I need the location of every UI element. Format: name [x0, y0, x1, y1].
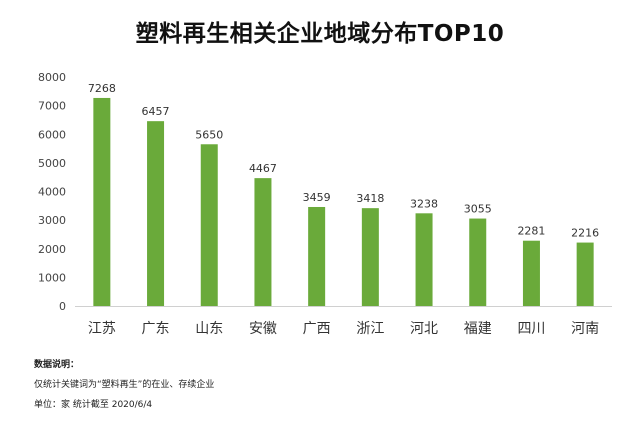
notes-heading: 数据说明：: [34, 360, 80, 370]
y-tick-label: 4000: [38, 186, 66, 199]
y-tick-label: 7000: [38, 100, 66, 113]
y-axis: 0 1000 2000 3000 4000 5000 6000 7000 8000: [38, 71, 66, 313]
data-label: 3459: [303, 191, 331, 204]
bar: [415, 213, 433, 306]
notes-line-2: 单位：家 统计截至 2020/6/4: [34, 400, 153, 410]
bar: [308, 206, 326, 306]
bar: [361, 208, 379, 306]
y-tick-label: 5000: [38, 157, 66, 170]
y-tick-label: 2000: [38, 243, 66, 256]
bar: [254, 178, 272, 306]
data-label: 6457: [142, 105, 170, 118]
data-label: 5650: [195, 128, 223, 141]
bar: [576, 242, 594, 306]
bars: 7268 6457 5650 4467 3459 3418 3238 3055 2281 2216: [88, 82, 599, 307]
x-tick-label: 河南: [571, 321, 599, 337]
data-label: 7268: [88, 82, 116, 95]
bar: [147, 121, 165, 307]
x-tick-label: 福建: [464, 321, 492, 337]
chart-title: 塑料再生相关企业地域分布TOP10: [135, 21, 505, 47]
y-tick-label: 1000: [38, 271, 66, 284]
data-label: 3238: [410, 197, 438, 210]
bar: [469, 218, 487, 306]
notes-line-1: 仅统计关键词为“塑料再生”的在业、存续企业: [34, 380, 215, 390]
x-axis: 江苏 广东 山东 安徽 广西 浙江 河北 福建 四川 河南: [75, 306, 612, 337]
data-label: 2281: [517, 225, 545, 238]
bar: [93, 97, 111, 307]
x-tick-label: 山东: [195, 321, 223, 337]
data-label: 3418: [356, 192, 384, 205]
data-label: 4467: [249, 162, 277, 175]
y-tick-label: 3000: [38, 214, 66, 227]
y-tick-label: 6000: [38, 128, 66, 141]
y-tick-label: 0: [59, 300, 66, 313]
x-tick-label: 广东: [142, 321, 170, 337]
bar: [522, 240, 540, 306]
x-tick-label: 浙江: [356, 321, 384, 337]
data-notes: 数据说明： 仅统计关键词为“塑料再生”的在业、存续企业 单位：家 统计截至 20…: [34, 355, 214, 415]
bar-chart: 0 1000 2000 3000 4000 5000 6000 7000 8000 7268 64…: [38, 71, 612, 337]
data-label: 2216: [571, 227, 599, 240]
x-tick-label: 河北: [410, 321, 438, 337]
bar: [200, 144, 218, 306]
x-tick-label: 广西: [303, 321, 331, 337]
data-label: 3055: [464, 203, 492, 216]
x-tick-label: 四川: [517, 321, 545, 337]
x-tick-label: 江苏: [88, 321, 116, 337]
x-tick-label: 安徽: [249, 321, 277, 337]
y-tick-label: 8000: [38, 71, 66, 84]
